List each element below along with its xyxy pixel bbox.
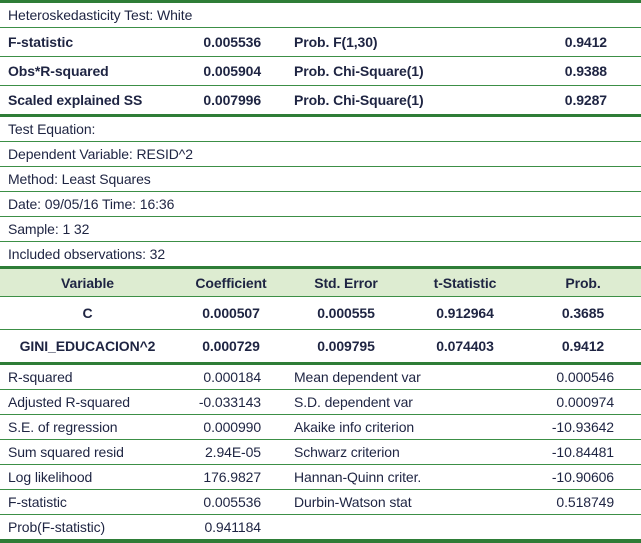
info-text: Included observations: 32 xyxy=(8,246,166,262)
stat-value-2: 0.9412 xyxy=(564,34,607,50)
std-error-value: 0.009795 xyxy=(317,338,375,354)
stat-label-2: Prob. Chi-Square(1) xyxy=(294,63,424,79)
variable-name: GINI_EDUCACION^2 xyxy=(19,338,156,354)
column-header-coefficient: Coefficient xyxy=(195,274,267,291)
table-row: Scaled explained SS 0.007996 Prob. Chi-Squ… xyxy=(0,86,641,117)
info-text: Test Equation: xyxy=(8,121,96,137)
stat-value-2: 0.9287 xyxy=(564,92,607,108)
table-title: Heteroskedasticity Test: White xyxy=(8,7,193,23)
stat-label-2: Akaike info criterion xyxy=(294,419,415,435)
stat-label: Sum squared resid xyxy=(8,444,124,460)
coefficient-row: GINI_EDUCACION^2 0.000729 0.009795 0.074403… xyxy=(0,330,641,365)
table-title-row: Heteroskedasticity Test: White xyxy=(0,3,641,28)
stat-value-2: -10.90606 xyxy=(551,469,614,485)
stat-value-2: 0.000974 xyxy=(556,394,614,410)
table-row: Adjusted R-squared -0.033143 S.D. dependen… xyxy=(0,390,641,415)
info-text: Method: Least Squares xyxy=(8,171,151,187)
table-row: S.E. of regression 0.000990 Akaike info cr… xyxy=(0,415,641,440)
table-row: Log likelihood 176.9827 Hannan-Quinn crite… xyxy=(0,465,641,490)
table-row: F-statistic 0.005536 Prob. F(1,30) 0.9412 xyxy=(0,28,641,57)
t-statistic-value: 0.912964 xyxy=(436,305,494,321)
coefficient-header-row: Variable Coefficient Std. Error t-Statis… xyxy=(0,266,641,297)
stat-value-2: 0.000546 xyxy=(556,369,614,385)
prob-value: 0.3685 xyxy=(561,305,605,321)
stat-label-2: S.D. dependent var xyxy=(294,394,413,410)
stat-value: -0.033143 xyxy=(198,394,261,410)
info-row: Dependent Variable: RESID^2 xyxy=(0,142,641,167)
column-header-std-error: Std. Error xyxy=(314,274,378,291)
stat-value-2: 0.9388 xyxy=(564,63,607,79)
stat-label: R-squared xyxy=(8,369,73,385)
stat-label-2: Durbin-Watson stat xyxy=(294,494,412,510)
info-row: Date: 09/05/16 Time: 16:36 xyxy=(0,192,641,217)
coefficient-row: C 0.000507 0.000555 0.912964 0.3685 xyxy=(0,297,641,330)
stat-value: 176.9827 xyxy=(203,469,261,485)
stat-value: 0.941184 xyxy=(204,519,261,535)
stat-label: F-statistic xyxy=(8,494,67,510)
stat-label: F-statistic xyxy=(8,34,74,50)
table-row: R-squared 0.000184 Mean dependent var 0.000… xyxy=(0,365,641,390)
stat-label: Prob(F-statistic) xyxy=(8,519,106,535)
info-row: Included observations: 32 xyxy=(0,242,641,266)
column-header-prob: Prob. xyxy=(565,274,601,291)
stat-value-2: -10.84481 xyxy=(551,444,614,460)
stat-value: 0.005536 xyxy=(203,34,261,50)
stat-label-2: Mean dependent var xyxy=(294,369,421,385)
table-row: F-statistic 0.005536 Durbin-Watson stat 0.5… xyxy=(0,490,641,515)
coefficient-rows-section: C 0.000507 0.000555 0.912964 0.3685 GINI_EDUC… xyxy=(0,297,641,365)
info-row: Method: Least Squares xyxy=(0,167,641,192)
stat-value: 0.000990 xyxy=(203,419,261,435)
stat-value: 0.007996 xyxy=(203,92,261,108)
stat-label: Adjusted R-squared xyxy=(8,394,130,410)
stat-label-2: Schwarz criterion xyxy=(294,444,400,460)
fit-stats-section: R-squared 0.000184 Mean dependent var 0.000… xyxy=(0,365,641,539)
stat-value: 0.005536 xyxy=(203,494,261,510)
column-header-t-statistic: t-Statistic xyxy=(433,274,497,291)
info-text: Date: 09/05/16 Time: 16:36 xyxy=(8,196,175,212)
stat-value-2: 0.518749 xyxy=(556,494,614,510)
stat-label: S.E. of regression xyxy=(8,419,118,435)
stat-value: 0.000184 xyxy=(203,369,261,385)
t-statistic-value: 0.074403 xyxy=(436,338,494,354)
info-row: Sample: 1 32 xyxy=(0,217,641,242)
table-row: Prob(F-statistic) 0.941184 xyxy=(0,515,641,539)
info-text: Sample: 1 32 xyxy=(8,221,90,237)
info-row: Test Equation: xyxy=(0,117,641,142)
stat-value-2: -10.93642 xyxy=(551,419,614,435)
stat-label: Log likelihood xyxy=(8,469,93,485)
stat-label: Obs*R-squared xyxy=(8,63,109,79)
coefficient-value: 0.000729 xyxy=(202,338,260,354)
table-row: Obs*R-squared 0.005904 Prob. Chi-Square(1)… xyxy=(0,57,641,86)
column-header-variable: Variable xyxy=(61,274,114,291)
stat-label: Scaled explained SS xyxy=(8,92,143,108)
stat-label-2: Hannan-Quinn criter. xyxy=(294,469,422,485)
stat-value: 0.005904 xyxy=(203,63,261,79)
stat-value: 2.94E-05 xyxy=(204,444,261,460)
stat-label-2: Prob. F(1,30) xyxy=(294,34,378,50)
coefficient-value: 0.000507 xyxy=(202,305,260,321)
info-text: Dependent Variable: RESID^2 xyxy=(8,146,193,162)
table-row: Sum squared resid 2.94E-05 Schwarz criteri… xyxy=(0,440,641,465)
summary-stats-section: F-statistic 0.005536 Prob. F(1,30) 0.9412 Ob… xyxy=(0,28,641,117)
test-info-section: Test Equation: Dependent Variable: RESID^… xyxy=(0,117,641,266)
prob-value: 0.9412 xyxy=(561,338,605,354)
std-error-value: 0.000555 xyxy=(317,305,375,321)
stat-label-2: Prob. Chi-Square(1) xyxy=(294,92,424,108)
variable-name: C xyxy=(82,305,93,321)
